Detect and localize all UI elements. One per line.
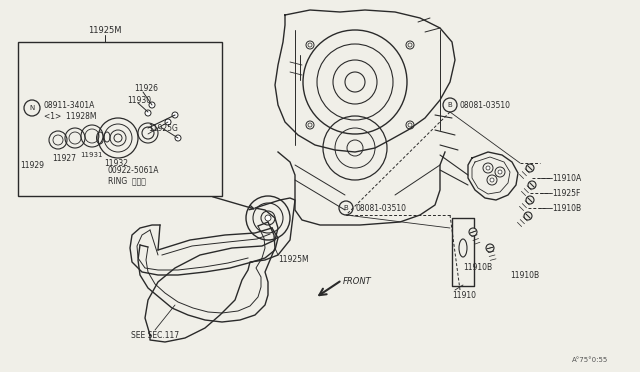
- Circle shape: [498, 170, 502, 174]
- Circle shape: [149, 102, 155, 108]
- Text: A°75°0:55: A°75°0:55: [572, 357, 608, 363]
- Text: 11929: 11929: [20, 160, 44, 170]
- Text: 11927: 11927: [52, 154, 76, 163]
- Text: FRONT: FRONT: [343, 278, 372, 286]
- Circle shape: [469, 228, 477, 236]
- Text: 00922-5061A: 00922-5061A: [108, 166, 159, 174]
- Text: 11925G: 11925G: [148, 124, 178, 132]
- Text: B: B: [447, 102, 452, 108]
- Circle shape: [165, 119, 171, 125]
- Text: 11931: 11931: [80, 152, 102, 158]
- Text: 11910A: 11910A: [552, 173, 581, 183]
- Bar: [18, 42, 222, 196]
- Text: 11910B: 11910B: [510, 270, 539, 279]
- Text: 08081-03510: 08081-03510: [460, 100, 511, 109]
- Circle shape: [265, 215, 271, 221]
- Text: 11910B: 11910B: [552, 203, 581, 212]
- Bar: [452, 218, 474, 286]
- Text: 08911-3401A: 08911-3401A: [44, 100, 95, 109]
- Text: 11925M: 11925M: [278, 256, 308, 264]
- Text: 11910B: 11910B: [463, 263, 492, 273]
- Text: 11925M: 11925M: [88, 26, 122, 35]
- Text: 11910: 11910: [452, 291, 476, 299]
- Text: 11932: 11932: [104, 158, 128, 167]
- Text: 08081-03510: 08081-03510: [356, 203, 407, 212]
- Text: RING  リング: RING リング: [108, 176, 146, 186]
- Circle shape: [145, 110, 151, 116]
- Text: 11930: 11930: [127, 96, 151, 105]
- Text: 11925F: 11925F: [552, 189, 580, 198]
- Circle shape: [526, 164, 534, 172]
- Text: SEE SEC.117: SEE SEC.117: [131, 330, 179, 340]
- Circle shape: [486, 166, 490, 170]
- Circle shape: [486, 244, 494, 252]
- Text: <1>  11928M: <1> 11928M: [44, 112, 97, 121]
- Text: 11926: 11926: [134, 83, 158, 93]
- Circle shape: [490, 178, 494, 182]
- Circle shape: [524, 212, 532, 220]
- Text: B: B: [344, 205, 348, 211]
- Circle shape: [526, 196, 534, 204]
- Circle shape: [172, 112, 178, 118]
- Text: N: N: [29, 105, 35, 111]
- Circle shape: [528, 181, 536, 189]
- Circle shape: [175, 135, 181, 141]
